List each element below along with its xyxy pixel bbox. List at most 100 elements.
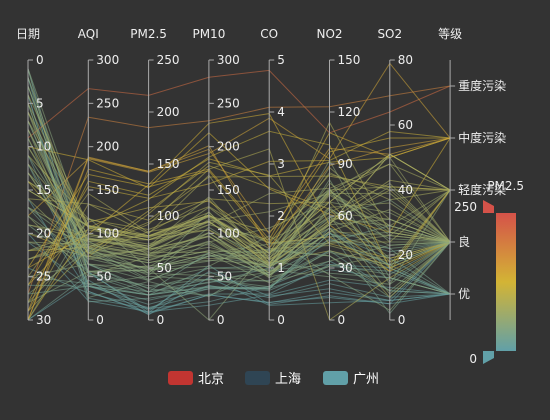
tick-label-3-0: 0 (217, 313, 225, 327)
series-line-2-14 (27, 172, 451, 254)
tick-label-2-0: 0 (157, 313, 165, 327)
tick-label-5-5: 150 (338, 53, 361, 67)
series-line-2-12 (27, 156, 451, 255)
tick-label-3-5: 250 (217, 96, 240, 110)
legend-label-2[interactable]: 广州 (353, 372, 379, 387)
visual-map-title: PM2.5 (487, 179, 524, 193)
series-line-1-25 (27, 189, 451, 286)
legend-swatch-1[interactable] (245, 371, 270, 385)
series-line-2-7 (27, 129, 451, 276)
category-label-4: 重度污染 (458, 78, 506, 93)
series-line-2-21 (27, 163, 451, 264)
series-lines (27, 62, 451, 321)
axis-name-5: NO2 (316, 27, 342, 41)
category-label-3: 中度污染 (458, 130, 506, 145)
series-line-1-20 (27, 241, 451, 284)
series-line-2-16 (27, 199, 451, 276)
tick-label-2-2: 100 (157, 209, 180, 223)
series-line-2-26 (27, 232, 451, 296)
series-line-2-17 (27, 208, 451, 276)
visual-map[interactable]: PM2.5 250 0 (454, 179, 524, 366)
legend-label-0[interactable]: 北京 (198, 372, 224, 387)
series-line-1-4 (27, 103, 451, 295)
tick-label-1-4: 200 (96, 140, 119, 154)
tick-label-1-3: 150 (96, 183, 119, 197)
tick-label-6-0: 0 (398, 313, 406, 327)
category-label-1: 良 (458, 234, 470, 249)
tick-label-0-0: 0 (36, 53, 44, 67)
tick-label-5-3: 90 (338, 157, 353, 171)
tick-label-1-6: 300 (96, 53, 119, 67)
tick-label-4-4: 4 (277, 105, 285, 119)
tick-label-2-3: 150 (157, 157, 180, 171)
tick-label-4-2: 2 (277, 209, 285, 223)
legend-swatch-0[interactable] (168, 371, 193, 385)
tick-label-3-4: 200 (217, 140, 240, 154)
tick-label-6-3: 60 (398, 118, 413, 132)
axes: 日期051015202530AQI050100150200250300PM2.5… (16, 27, 506, 327)
series-line-0-17 (27, 62, 451, 217)
visual-map-handle-bottom[interactable] (483, 351, 494, 364)
series-line-0-8 (27, 69, 451, 139)
series-line-2-27 (27, 182, 451, 304)
series-line-0-9 (27, 132, 451, 233)
series-line-0-24 (27, 227, 451, 295)
tick-label-1-0: 0 (96, 313, 104, 327)
series-line-2-6 (27, 120, 451, 266)
visual-map-max-label: 250 (454, 200, 477, 214)
tick-label-2-1: 50 (157, 261, 172, 275)
visual-map-bar[interactable] (496, 213, 516, 351)
series-line-1-21 (27, 198, 451, 263)
tick-label-5-1: 30 (338, 261, 353, 275)
tick-label-4-1: 1 (277, 261, 285, 275)
series-line-1-17 (27, 206, 451, 279)
axis-name-7: 等级 (438, 27, 462, 41)
tick-label-0-3: 15 (36, 183, 51, 197)
tick-label-3-3: 150 (217, 183, 240, 197)
tick-label-3-1: 50 (217, 270, 232, 284)
tick-label-4-5: 5 (277, 53, 285, 67)
series-line-2-23 (27, 137, 451, 269)
tick-label-3-2: 100 (217, 226, 240, 240)
tick-label-0-6: 30 (36, 313, 51, 327)
legend[interactable]: 北京 上海 广州 (168, 371, 379, 387)
tick-label-0-5: 25 (36, 270, 51, 284)
axis-name-6: SO2 (377, 27, 402, 41)
series-line-1-0 (27, 68, 451, 299)
series-line-0-25 (27, 130, 451, 286)
category-label-0: 优 (458, 287, 470, 301)
tick-label-6-1: 20 (398, 248, 413, 262)
tick-label-1-5: 250 (96, 96, 119, 110)
axis-name-4: CO (260, 27, 278, 41)
tick-label-5-0: 0 (338, 313, 346, 327)
series-line-2-30 (27, 137, 451, 321)
series-line-2-8 (27, 137, 451, 288)
series-line-0-26 (27, 85, 451, 295)
series-line-2-19 (27, 218, 451, 277)
visual-map-handle-top[interactable] (483, 200, 494, 213)
tick-label-1-2: 100 (96, 226, 119, 240)
axis-name-1: AQI (78, 27, 99, 41)
legend-swatch-2[interactable] (323, 371, 348, 385)
series-line-0-27 (27, 137, 451, 303)
series-line-0-29 (27, 232, 451, 321)
legend-label-1[interactable]: 上海 (275, 372, 301, 387)
tick-label-2-4: 200 (157, 105, 180, 119)
axis-name-0: 日期 (16, 27, 40, 41)
tick-label-5-2: 60 (338, 209, 353, 223)
series-line-1-30 (27, 187, 451, 321)
series-line-0-7 (27, 129, 451, 264)
tick-label-2-5: 250 (157, 53, 180, 67)
category-label-2: 轻度污染 (458, 182, 506, 197)
series-line-0-30 (27, 276, 451, 321)
tick-label-0-2: 10 (36, 140, 51, 154)
tick-label-4-0: 0 (277, 313, 285, 327)
series-line-0-20 (27, 241, 451, 305)
visual-map-min-label: 0 (469, 352, 477, 366)
tick-label-0-1: 5 (36, 96, 44, 110)
series-line-2-29 (27, 132, 451, 321)
tick-label-6-2: 40 (398, 183, 413, 197)
series-line-2-24 (27, 241, 451, 283)
